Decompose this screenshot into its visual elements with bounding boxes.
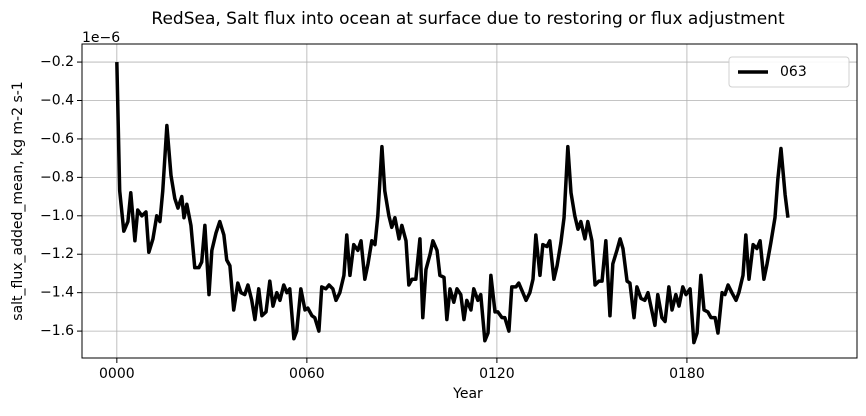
y-offset-label: 1e−6: [82, 30, 120, 46]
x-tick-label: 0000: [99, 366, 135, 382]
y-tick-label: −1.6: [40, 323, 74, 339]
y-tick-label: −1.0: [40, 208, 74, 224]
data-line: [115, 62, 790, 345]
plot-frame: [81, 43, 858, 359]
y-axis-label: salt_flux_added_mean, kg m-2 s-1: [10, 81, 26, 320]
x-tick-label: 0180: [669, 366, 705, 382]
legend-box: [728, 56, 850, 88]
chart-title: RedSea, Salt flux into ocean at surface …: [151, 9, 785, 29]
y-tick-label: −0.4: [40, 92, 74, 108]
x-axis-label: Year: [452, 386, 483, 402]
y-tick-label: −1.4: [40, 285, 74, 301]
y-tick-label: −0.6: [40, 131, 74, 147]
legend-label: 063: [780, 64, 807, 80]
y-tick-label: −0.2: [40, 54, 74, 70]
y-tick-label: −1.2: [40, 246, 74, 262]
x-tick-label: 0060: [289, 366, 325, 382]
y-tick-label: −0.8: [40, 169, 74, 185]
x-tick-label: 0120: [479, 366, 515, 382]
